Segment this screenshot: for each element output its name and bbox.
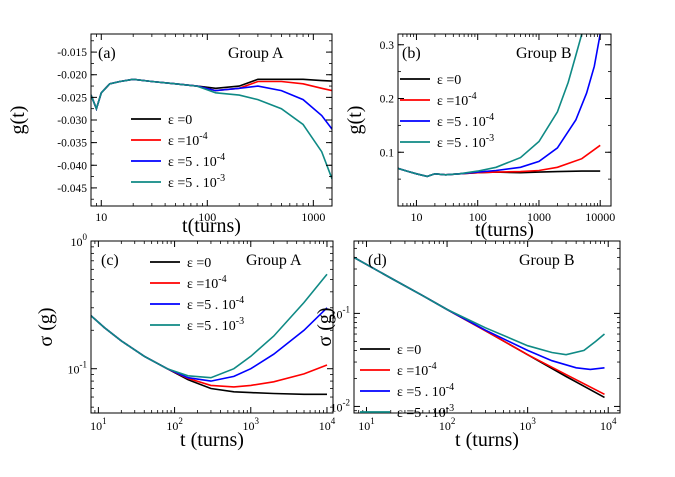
y-tick-label: 10-1 <box>331 304 351 321</box>
group-label: Group B <box>516 45 572 62</box>
legend-label: ε =0 <box>187 256 211 271</box>
series-line <box>91 78 332 180</box>
y-tick-label: 10-2 <box>331 397 351 414</box>
x-tick-label: 103 <box>519 416 536 433</box>
legend: ε =0 ε =10-4 ε =5 . 10-4 ε =5 . 10-3 <box>400 73 494 151</box>
legend-label: ε =0 <box>437 73 461 88</box>
x-tick-label: 102 <box>439 416 456 433</box>
x-tick-label: 1000 <box>527 210 551 224</box>
y-tick-label: 10-1 <box>68 360 88 377</box>
panel-b: 10 100 1000 10000 0.1 0.2 0.3 (b) Group B t(turns… <box>344 33 615 241</box>
y-tick-label: 0.3 <box>380 40 395 52</box>
y-tick-label: -0.015 <box>57 47 87 59</box>
legend-label: ε =10-4 <box>187 274 227 292</box>
plot-frame <box>90 240 334 414</box>
panel-tag: (a) <box>98 45 116 62</box>
x-tick-label: 101 <box>358 416 375 433</box>
x-tick-label: 1000 <box>301 210 325 224</box>
legend: ε =0 ε =10-4 ε =5 . 10-4 ε =5 . 10-3 <box>131 113 225 191</box>
legend-label: ε =5 . 10-4 <box>437 112 494 130</box>
legend-label: ε =0 <box>168 113 192 128</box>
series-line <box>354 256 605 371</box>
y-tick-label: -0.020 <box>57 70 87 82</box>
x-tick-label: 104 <box>600 416 617 433</box>
plot-frame <box>397 33 612 207</box>
x-tick-label: 102 <box>166 416 183 433</box>
series-line <box>91 78 332 130</box>
legend-label: ε =0 <box>397 343 421 358</box>
x-axis-label: t (turns) <box>455 429 519 451</box>
x-tick-label: 101 <box>90 416 107 433</box>
series-line <box>398 34 583 178</box>
y-tick-label: 0.1 <box>380 147 395 159</box>
legend-label: ε =10-4 <box>437 91 477 109</box>
legend-label: ε =5 . 10-4 <box>397 382 454 400</box>
panel-tag: (d) <box>368 252 387 269</box>
x-tick-label: 10000 <box>585 210 615 224</box>
legend-label: ε =5 . 10-4 <box>187 295 244 313</box>
series-line <box>91 78 332 112</box>
legend-label: ε =10-4 <box>168 131 208 149</box>
y-tick-label: -0.025 <box>57 92 87 104</box>
y-axis-label: σ (g) <box>314 307 336 346</box>
panel-a: 10 100 1000 -0.015 -0.020 -0.025 -0.030 -0.035 -… <box>7 33 333 237</box>
series-line <box>354 256 606 356</box>
legend-label: ε =5 . 10-3 <box>187 316 244 334</box>
plot-frame <box>353 240 621 414</box>
legend-label: ε =10-4 <box>397 361 437 379</box>
x-tick-label: 100 <box>198 210 216 224</box>
panel-d: 101 102 103 104 10-2 10-1 (d) Group B t (turns) σ… <box>314 240 621 451</box>
y-tick-label: 0.2 <box>380 94 395 106</box>
group-label: Group B <box>519 252 575 269</box>
group-label: Group A <box>246 252 302 269</box>
x-tick-label: 100 <box>469 210 487 224</box>
x-tick-label: 104 <box>319 416 336 433</box>
x-tick-label: 10 <box>410 210 422 224</box>
legend-label: ε =5 . 10-4 <box>168 152 225 170</box>
legend-label: ε =5 . 10-3 <box>168 173 225 191</box>
x-tick-label: 103 <box>243 416 260 433</box>
y-tick-label: -0.035 <box>57 138 87 150</box>
group-label: Group A <box>228 45 284 62</box>
y-tick-label: -0.045 <box>57 183 87 195</box>
legend-label: ε =5 . 10-3 <box>437 133 494 151</box>
y-axis-label: σ (g) <box>35 307 57 346</box>
y-axis-label: g(t) <box>344 106 366 135</box>
legend: ε =0 ε =10-4 ε =5 . 10-4 ε =5 . 10-3 <box>360 343 454 421</box>
y-tick-label: -0.040 <box>57 160 87 172</box>
y-tick-label: 100 <box>71 232 88 249</box>
y-axis-label: g(t) <box>7 106 29 135</box>
x-axis-label: t(turns) <box>475 219 534 241</box>
x-axis-label: t (turns) <box>180 429 244 451</box>
y-tick-label: -0.030 <box>57 115 87 127</box>
panel-tag: (b) <box>402 45 421 62</box>
legend: ε =0 ε =10-4 ε =5 . 10-4 ε =5 . 10-3 <box>150 256 244 334</box>
x-tick-label: 10 <box>95 210 107 224</box>
panel-c: 101 102 103 104 10-1 100 (c) Group A t (turns) σ … <box>35 232 336 451</box>
panel-tag: (c) <box>101 252 119 269</box>
legend-label: ε =5 . 10-3 <box>397 403 454 421</box>
series-line <box>91 273 328 379</box>
x-axis-label: t(turns) <box>182 215 241 237</box>
